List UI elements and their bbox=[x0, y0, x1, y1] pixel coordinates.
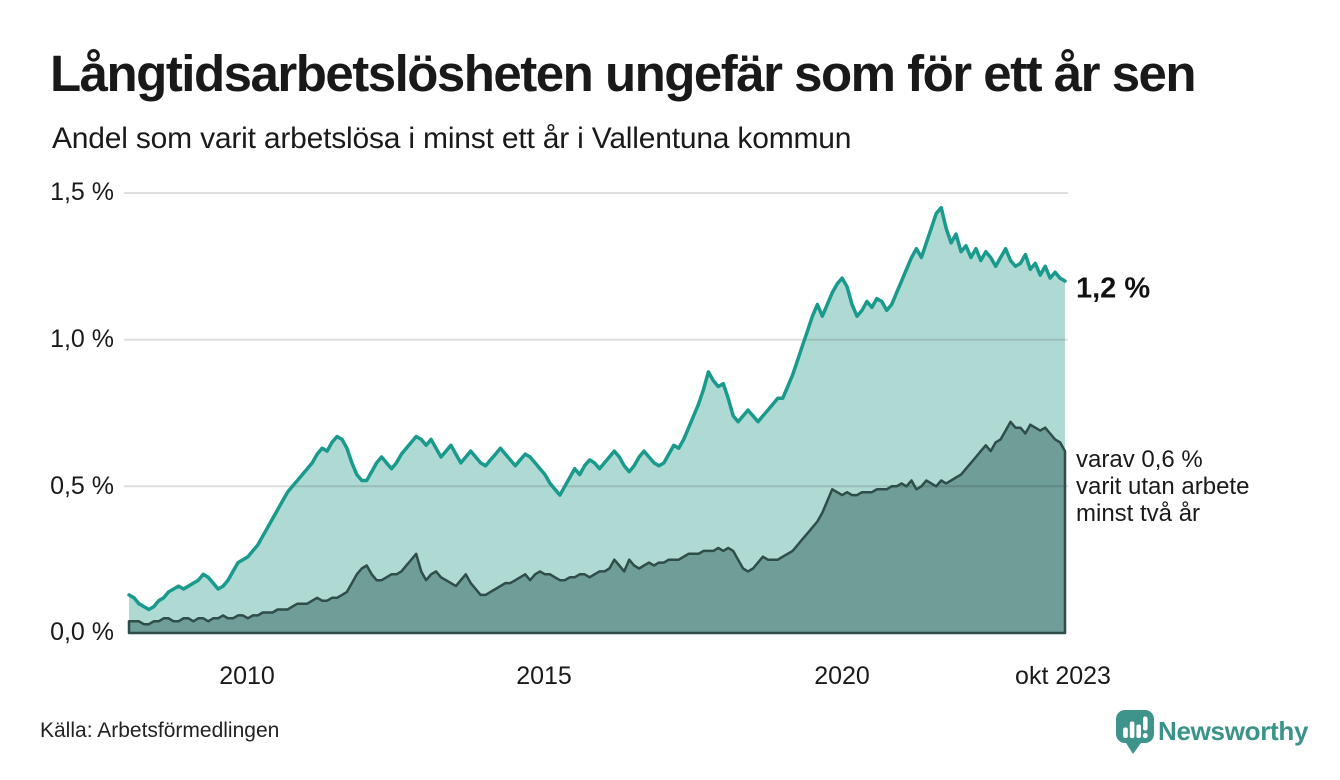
x-tick-okt-2023: okt 2023 bbox=[1015, 662, 1111, 690]
newsworthy-logo-icon bbox=[1116, 710, 1154, 754]
newsworthy-logo-text: Newsworthy bbox=[1158, 716, 1309, 746]
line-two-years bbox=[127, 420, 1067, 635]
y-tick-10: 1,0 % bbox=[50, 324, 114, 353]
gridlines bbox=[124, 192, 1068, 488]
page-title: Långtidsarbetslösheten ungefär som för e… bbox=[50, 45, 1197, 102]
area-fill-two-years bbox=[129, 421, 1065, 633]
line-total bbox=[127, 205, 1067, 612]
two-years-annotation-line2: varit utan arbete bbox=[1076, 473, 1250, 500]
end-value-label: 1,2 % bbox=[1076, 272, 1151, 305]
y-tick-05: 0,5 % bbox=[50, 471, 114, 500]
y-tick-15: 1,5 % bbox=[50, 177, 114, 206]
y-tick-0: 0,0 % bbox=[50, 617, 114, 646]
x-tick-2020: 2020 bbox=[814, 662, 870, 690]
x-tick-2010: 2010 bbox=[219, 662, 275, 690]
two-years-annotation-line3: minst två år bbox=[1076, 500, 1201, 527]
source-caption: Källa: Arbetsförmedlingen bbox=[40, 719, 280, 742]
two-years-annotation-line1: varav 0,6 % bbox=[1076, 446, 1203, 473]
chart-subtitle: Andel som varit arbetslösa i minst ett å… bbox=[52, 122, 852, 155]
x-tick-2015: 2015 bbox=[516, 662, 572, 690]
two-years-annotation: varav 0,6 % varit utan arbete minst två … bbox=[1076, 446, 1249, 527]
